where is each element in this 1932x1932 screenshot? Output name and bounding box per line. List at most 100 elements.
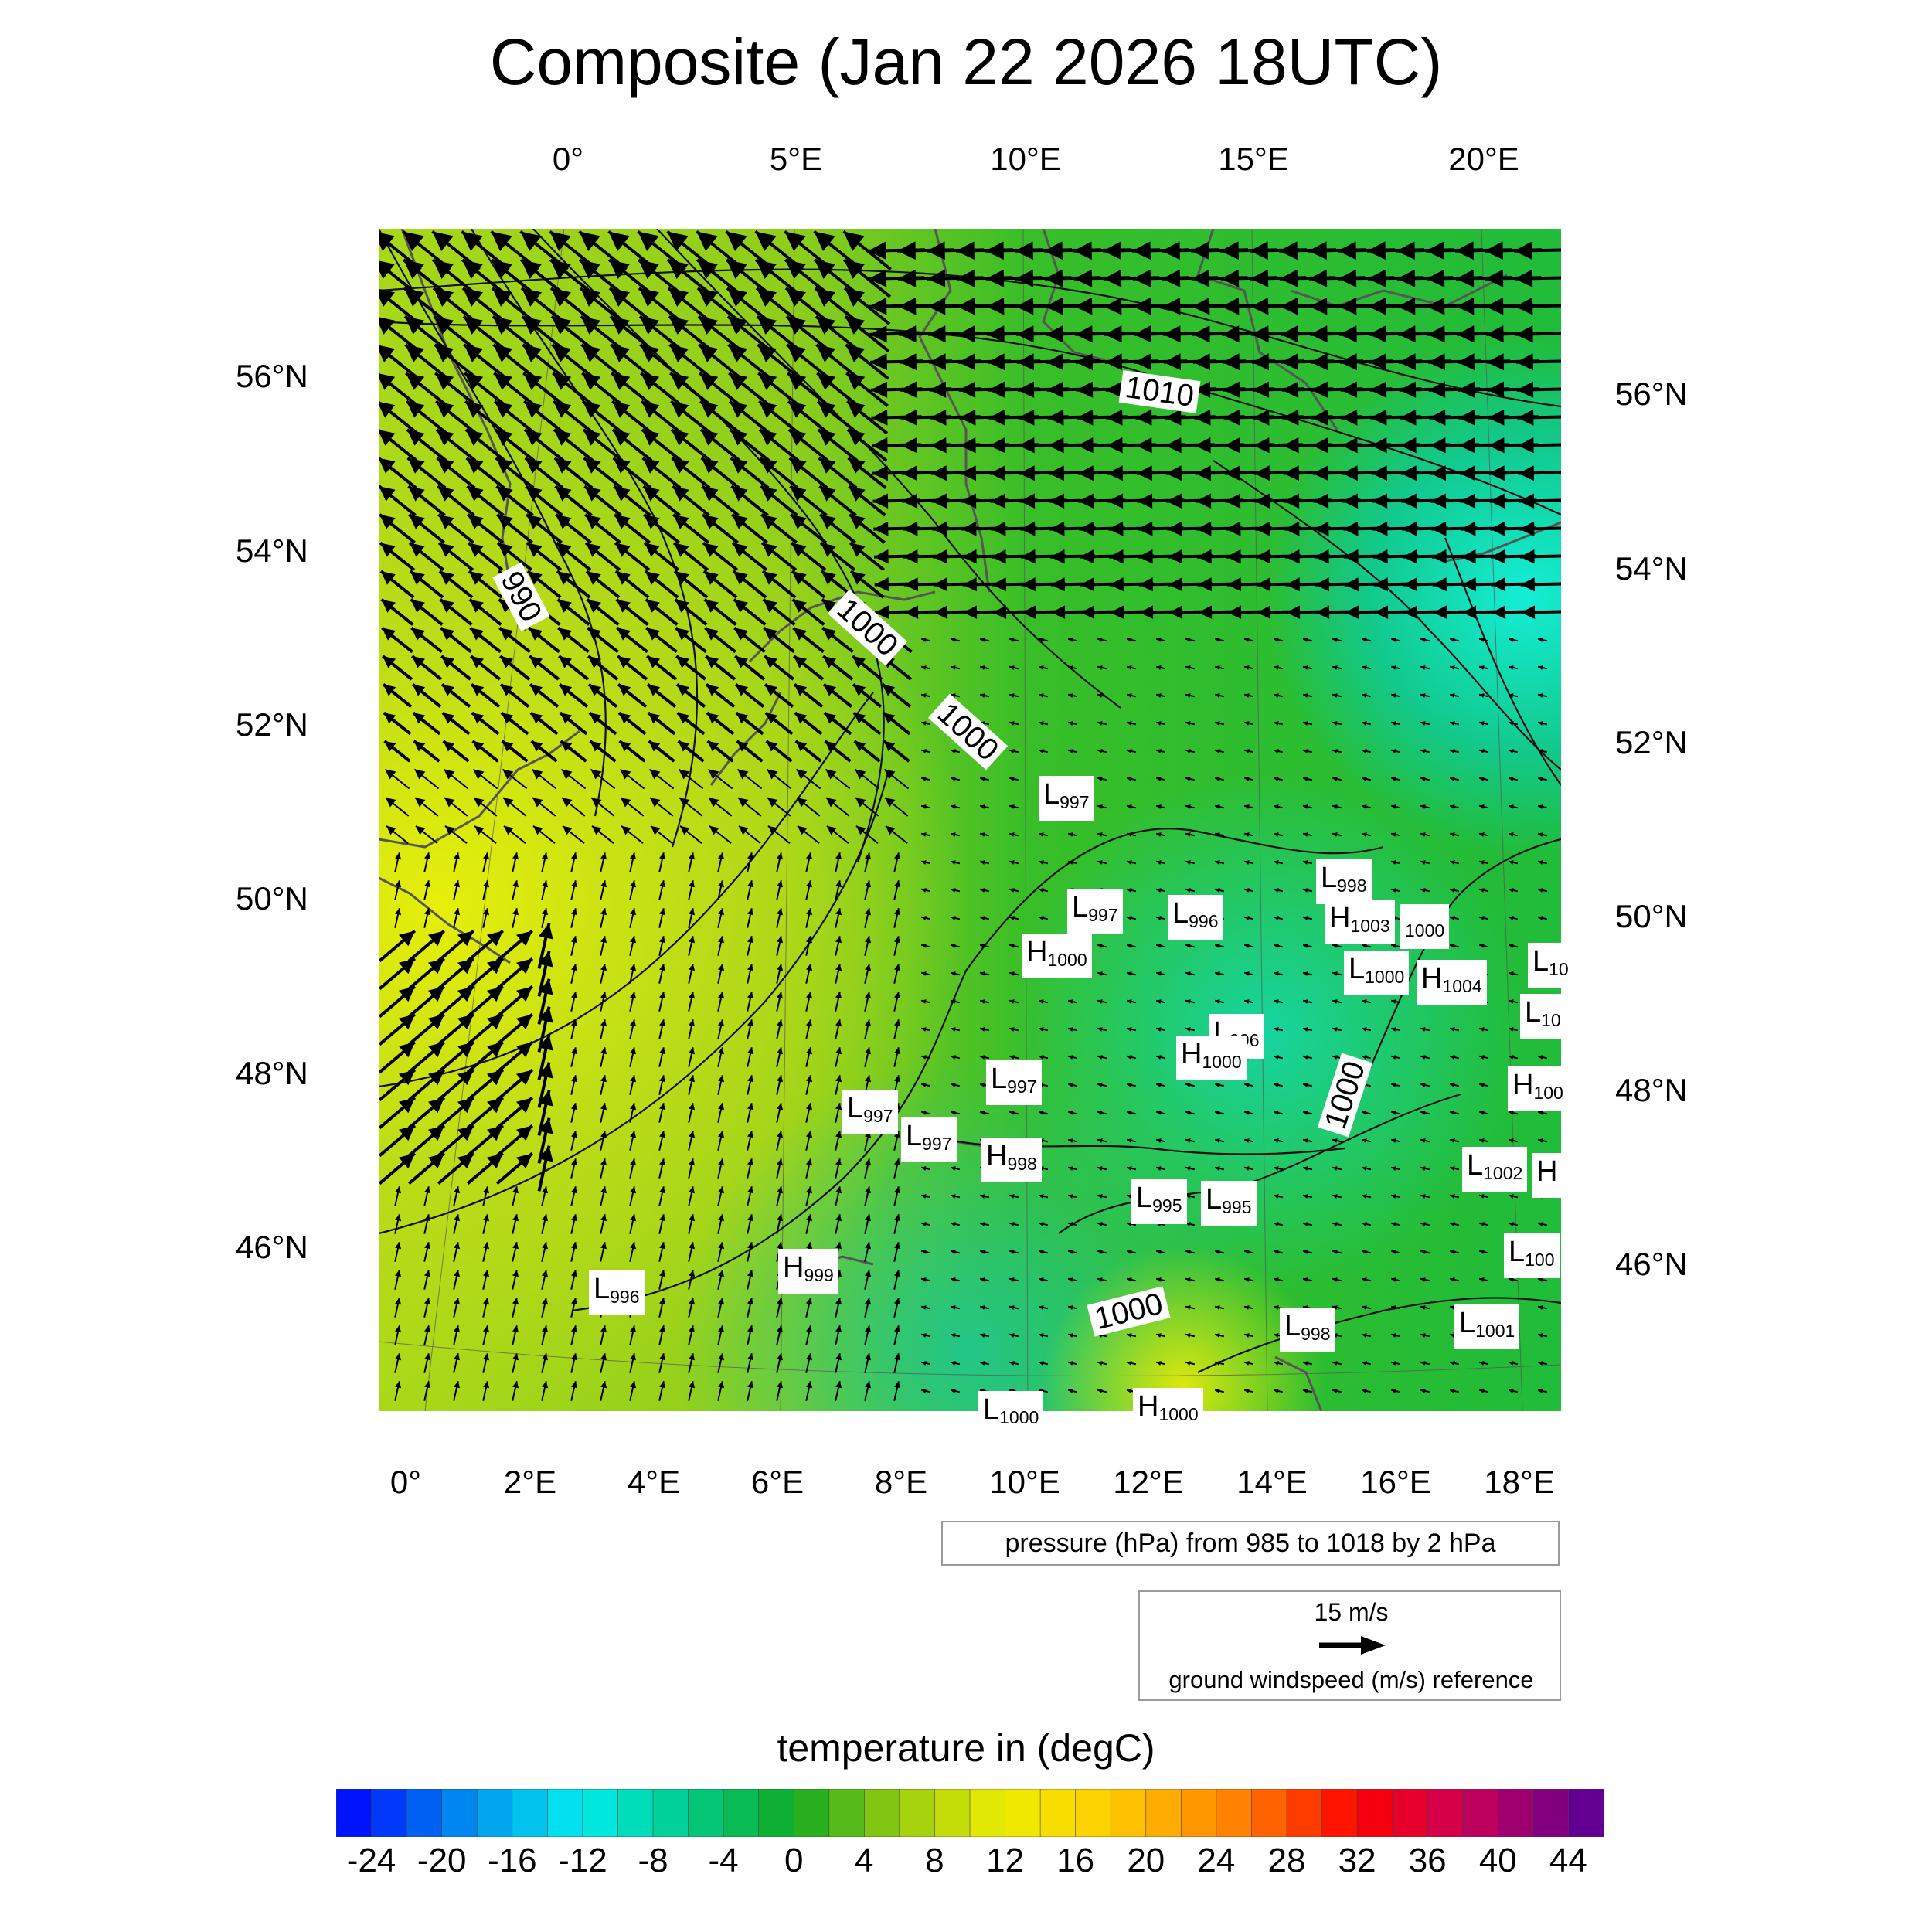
bottom-lon-label: 8°E	[874, 1464, 928, 1500]
wind-vector-head	[1332, 944, 1338, 948]
wind-vector-head	[630, 1047, 637, 1055]
wind-vector-head	[589, 713, 602, 724]
wind-vector-head	[1420, 721, 1426, 726]
wind-vector-head	[1156, 944, 1162, 948]
wind-vector-head	[1400, 409, 1417, 426]
wind-vector-head	[1215, 749, 1220, 753]
wind-vector-head	[1215, 1138, 1220, 1143]
wind-vector-head	[921, 916, 927, 920]
wind-vector-head	[951, 888, 956, 893]
wind-vector-head	[927, 269, 946, 287]
wind-vector-head	[736, 684, 749, 696]
wind-vector-head	[757, 316, 777, 335]
wind-vector-head	[1133, 297, 1151, 315]
wind-vector-head	[1538, 1333, 1543, 1338]
wind-vector-head	[1244, 638, 1250, 642]
wind-vector-head	[1076, 381, 1094, 398]
wind-vector-head	[1075, 325, 1093, 343]
colorbar-swatch	[1321, 1789, 1358, 1837]
colorbar-tick-label: 32	[1338, 1842, 1376, 1879]
wind-vector-head	[457, 1070, 474, 1086]
wind-vector-head	[1479, 1389, 1485, 1393]
colorbar-tick-label: 16	[1056, 1842, 1095, 1879]
wind-vector-head	[1457, 353, 1475, 371]
wind-vector-head	[806, 1325, 813, 1333]
wind-vector-head	[992, 549, 1006, 564]
colorbar-swatch	[1110, 1789, 1147, 1837]
wind-vector-head	[1074, 297, 1093, 315]
wind-vector-head	[501, 713, 514, 724]
wind-vector-head	[1127, 1361, 1132, 1366]
wind-vector-head	[1517, 409, 1534, 426]
wind-vector-head	[747, 1075, 754, 1083]
wind-vector-head	[1487, 381, 1505, 398]
wind-vector-head	[1009, 832, 1015, 837]
wind-vector-head	[424, 1381, 431, 1389]
wind-vector-head	[1479, 693, 1485, 698]
wind-vector-head	[1391, 1333, 1396, 1338]
wind-vector-head	[659, 1019, 666, 1027]
wind-vector-head	[1068, 1055, 1073, 1060]
wind-vector-head	[1391, 1083, 1396, 1087]
wind-vector-head	[703, 571, 719, 585]
colorbar-tick-label: -16	[488, 1842, 537, 1879]
wind-vector-head	[1420, 665, 1426, 670]
wind-vector-head	[1391, 1389, 1396, 1393]
wind-vector-head	[379, 260, 395, 279]
wind-vector-head	[1518, 437, 1534, 454]
wind-vector-head	[1215, 1333, 1220, 1338]
wind-vector-head	[613, 457, 631, 474]
wind-vector-head	[539, 1117, 553, 1134]
wind-vector-head	[1303, 777, 1308, 781]
wind-vector-head	[1402, 521, 1417, 536]
wind-vector-head	[532, 769, 543, 780]
wind-vector-head	[806, 1186, 813, 1194]
wind-vector-head	[516, 986, 532, 1002]
wind-vector-head	[806, 1047, 813, 1055]
pressure-center-low: L100	[1504, 1233, 1560, 1278]
wind-vector-head	[600, 852, 607, 860]
wind-vector-head	[668, 260, 689, 279]
wind-vector-head	[1339, 325, 1357, 343]
wind-vector-head	[618, 684, 631, 696]
wind-vector-head	[581, 345, 601, 362]
wind-vector-head	[410, 599, 425, 613]
wind-reference-speed: 15 m/s	[1314, 1598, 1389, 1626]
wind-vector-head	[1162, 297, 1181, 315]
wind-vector-head	[768, 825, 778, 835]
colorbar-swatch	[688, 1789, 724, 1837]
wind-vector-head	[516, 930, 532, 947]
wind-vector-head	[1450, 749, 1455, 753]
wind-vector-head	[1285, 549, 1300, 564]
wind-vector-head	[560, 740, 573, 752]
wind-vector-head	[1450, 860, 1455, 865]
wind-vector-head	[1485, 269, 1504, 287]
wind-vector-head	[835, 908, 842, 916]
wind-vector-head	[600, 1325, 607, 1333]
wind-vector-head	[553, 429, 572, 446]
wind-vector-head	[463, 287, 483, 307]
wind-vector-head	[699, 345, 719, 362]
colorbar-swatch	[1145, 1789, 1182, 1837]
wind-vector-head	[733, 571, 748, 585]
wind-vector-head	[921, 1055, 927, 1060]
wind-vector-head	[1039, 721, 1044, 726]
wind-vector-head	[483, 1242, 490, 1250]
wind-vector-head	[1420, 832, 1426, 837]
wind-vector-head	[689, 1214, 696, 1222]
wind-vector-head	[1244, 916, 1250, 920]
wind-vector-head	[457, 1125, 474, 1141]
wind-vector-head	[399, 1014, 415, 1030]
wind-vector-head	[921, 638, 927, 642]
wind-vector-head	[1009, 971, 1015, 976]
top-lon-label: 20°E	[1448, 141, 1519, 177]
wind-vector-head	[1168, 577, 1182, 592]
wind-vector-head	[1308, 269, 1328, 287]
colorbar-tick-label: 4	[855, 1842, 874, 1879]
wind-vector-head	[559, 656, 572, 668]
wind-vector-head	[701, 457, 719, 474]
wind-vector-head	[583, 401, 601, 418]
wind-vector-head	[865, 1186, 872, 1194]
wind-vector-head	[894, 1075, 901, 1083]
wind-vector-head	[659, 1270, 666, 1277]
